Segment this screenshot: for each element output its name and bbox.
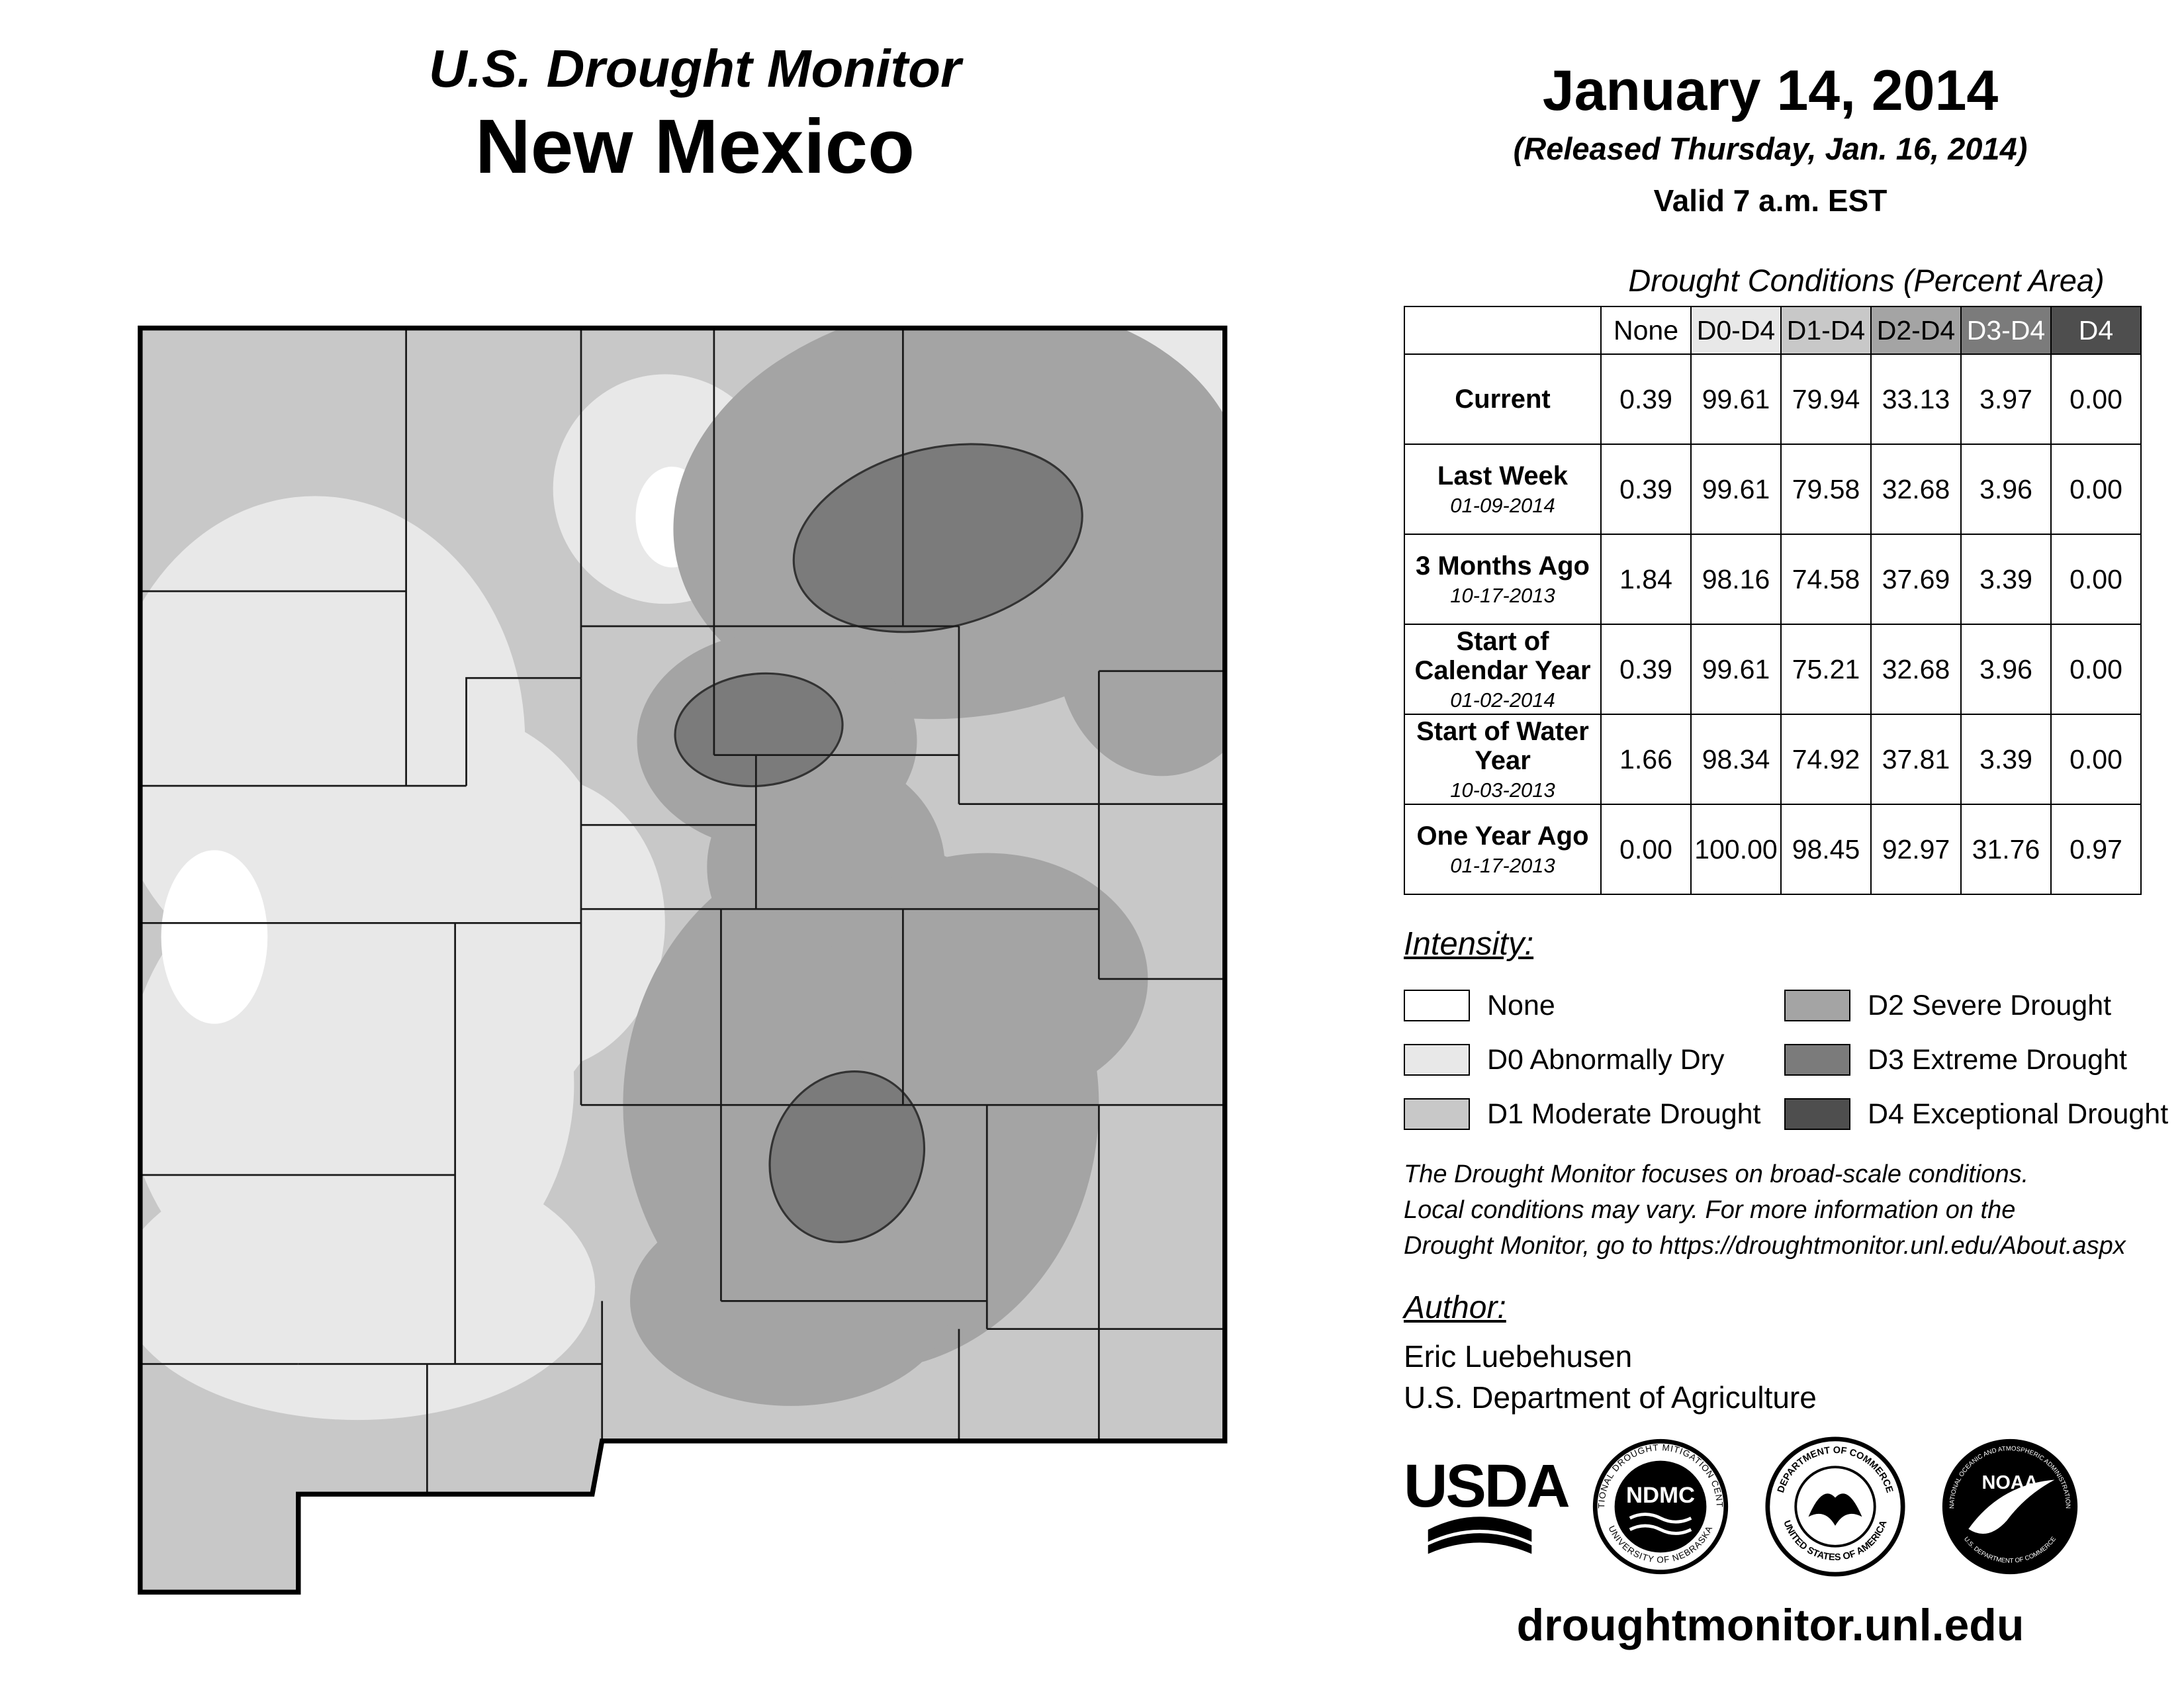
row-start-water-year: Start of Water Year 10-03-2013 1.66 98.3… (1404, 714, 2142, 805)
county-boundaries (140, 328, 1225, 1495)
legend-item-d3: D3 Extreme Drought (1784, 1033, 2168, 1087)
state-name-title: New Mexico (475, 103, 915, 189)
drought-region-d2 (623, 328, 1225, 1406)
row-label: 3 Months Ago 10-17-2013 (1404, 534, 1602, 625)
ndmc-logo: NATIONAL DROUGHT MITIGATION CENTER UNIVE… (1592, 1438, 1729, 1575)
legend-swatch-d1 (1404, 1098, 1470, 1130)
legend-swatch-d3 (1784, 1044, 1850, 1076)
stat-cell: 99.61 (1690, 624, 1782, 715)
stat-cell: 3.39 (1960, 714, 2052, 805)
table-title: Drought Conditions (Percent Area) (1628, 263, 2105, 298)
row-3-months-ago: 3 Months Ago 10-17-2013 1.84 98.16 74.58… (1404, 534, 2142, 625)
usda-swoosh-icon (1428, 1516, 1532, 1554)
state-outline (138, 325, 1228, 1595)
stat-cell: 1.66 (1600, 714, 1692, 805)
legend-swatch-d2 (1784, 990, 1850, 1021)
seagull-icon (1968, 1479, 2055, 1534)
stat-cell: 3.96 (1960, 624, 2052, 715)
col-header-d2-d4: D2-D4 (1870, 306, 1962, 355)
eagle-icon (1808, 1493, 1862, 1526)
legend-item-d0: D0 Abnormally Dry (1404, 1033, 1784, 1087)
department-of-commerce-logo: DEPARTMENT OF COMMERCE UNITED STATES OF … (1765, 1436, 1905, 1577)
footer-url: droughtmonitor.unl.edu (1516, 1600, 2025, 1650)
stat-cell: 98.45 (1780, 804, 1872, 895)
stat-cell: 32.68 (1870, 624, 1962, 715)
row-label: One Year Ago 01-17-2013 (1404, 804, 1602, 895)
intensity-heading: Intensity: (1404, 926, 1534, 962)
legend-item-d1: D1 Moderate Drought (1404, 1087, 1784, 1141)
stat-cell: 0.00 (2050, 624, 2142, 715)
col-header-d0-d4: D0-D4 (1690, 306, 1782, 355)
row-start-calendar-year: Start of Calendar Year 01-02-2014 0.39 9… (1404, 624, 2142, 715)
author-heading: Author: (1404, 1290, 1506, 1325)
author-org: U.S. Department of Agriculture (1404, 1380, 1817, 1415)
legend-swatch-d4 (1784, 1098, 1850, 1130)
stat-cell: 37.69 (1870, 534, 1962, 625)
stat-cell: 33.13 (1870, 353, 1962, 445)
stat-cell: 31.76 (1960, 804, 2052, 895)
drought-region-d3 (674, 443, 1083, 1243)
stat-cell: 0.39 (1600, 444, 1692, 535)
legend-item-d4: D4 Exceptional Drought (1784, 1087, 2168, 1141)
stat-cell: 0.00 (2050, 534, 2142, 625)
stat-cell: 37.81 (1870, 714, 1962, 805)
noaa-logo: NATIONAL OCEANIC AND ATMOSPHERIC ADMINIS… (1942, 1438, 2078, 1575)
stat-cell: 92.97 (1870, 804, 1962, 895)
author-name: Eric Luebehusen (1404, 1339, 1633, 1374)
stat-cell: 0.39 (1600, 353, 1692, 445)
stat-cell: 99.61 (1690, 444, 1782, 535)
stat-cell: 3.96 (1960, 444, 2052, 535)
stat-cell: 74.58 (1780, 534, 1872, 625)
disclaimer-text: The Drought Monitor focuses on broad-sca… (1404, 1160, 2126, 1260)
legend-swatch-d0 (1404, 1044, 1470, 1076)
intensity-legend: None D0 Abnormally Dry D1 Moderate Droug… (1404, 978, 2168, 1141)
table-corner (1404, 306, 1602, 355)
usda-logo: USDA (1404, 1456, 1570, 1555)
stat-cell: 75.21 (1780, 624, 1872, 715)
logo-row: USDA NATIONAL DROUGHT MITIGATION CENTER … (1404, 1435, 2152, 1578)
row-one-year-ago: One Year Ago 01-17-2013 0.00 100.00 98.4… (1404, 804, 2142, 895)
legend-swatch-none (1404, 990, 1470, 1021)
col-header-none: None (1600, 306, 1692, 355)
stat-cell: 79.58 (1780, 444, 1872, 535)
drought-conditions-table: None D0-D4 D1-D4 D2-D4 D3-D4 D4 Current … (1404, 306, 2142, 895)
stat-cell: 99.61 (1690, 353, 1782, 445)
report-title: U.S. Drought Monitor (428, 39, 962, 98)
stat-cell: 3.97 (1960, 353, 2052, 445)
stat-cell: 32.68 (1870, 444, 1962, 535)
col-header-d4: D4 (2050, 306, 2142, 355)
stat-cell: 74.92 (1780, 714, 1872, 805)
row-label: Start of Water Year 10-03-2013 (1404, 714, 1602, 805)
col-header-d1-d4: D1-D4 (1780, 306, 1872, 355)
row-last-week: Last Week 01-09-2014 0.39 99.61 79.58 32… (1404, 444, 2142, 535)
release-date: (Released Thursday, Jan. 16, 2014) (1513, 131, 2028, 166)
new-mexico-drought-map (138, 325, 1228, 1595)
row-label: Current (1404, 353, 1602, 445)
stat-cell: 0.00 (2050, 353, 2142, 445)
legend-item-none: None (1404, 978, 1784, 1033)
map-date: January 14, 2014 (1542, 59, 1999, 122)
row-current: Current 0.39 99.61 79.94 33.13 3.97 0.00 (1404, 353, 2142, 445)
stat-cell: 100.00 (1690, 804, 1782, 895)
legend-item-d2: D2 Severe Drought (1784, 978, 2168, 1033)
stat-cell: 79.94 (1780, 353, 1872, 445)
stat-cell: 0.39 (1600, 624, 1692, 715)
col-header-d3-d4: D3-D4 (1960, 306, 2052, 355)
stat-cell: 98.16 (1690, 534, 1782, 625)
row-label: Start of Calendar Year 01-02-2014 (1404, 624, 1602, 715)
stat-cell: 0.00 (1600, 804, 1692, 895)
valid-time: Valid 7 a.m. EST (1653, 183, 1888, 218)
row-label: Last Week 01-09-2014 (1404, 444, 1602, 535)
stat-cell: 98.34 (1690, 714, 1782, 805)
stat-cell: 1.84 (1600, 534, 1692, 625)
stat-cell: 3.39 (1960, 534, 2052, 625)
stat-cell: 0.00 (2050, 444, 2142, 535)
svg-text:NDMC: NDMC (1626, 1483, 1695, 1508)
stat-cell: 0.00 (2050, 714, 2142, 805)
date-block: January 14, 2014 (Released Thursday, Jan… (1377, 58, 2164, 218)
map-title-block: U.S. Drought Monitor New Mexico (199, 38, 1191, 191)
stat-cell: 0.97 (2050, 804, 2142, 895)
